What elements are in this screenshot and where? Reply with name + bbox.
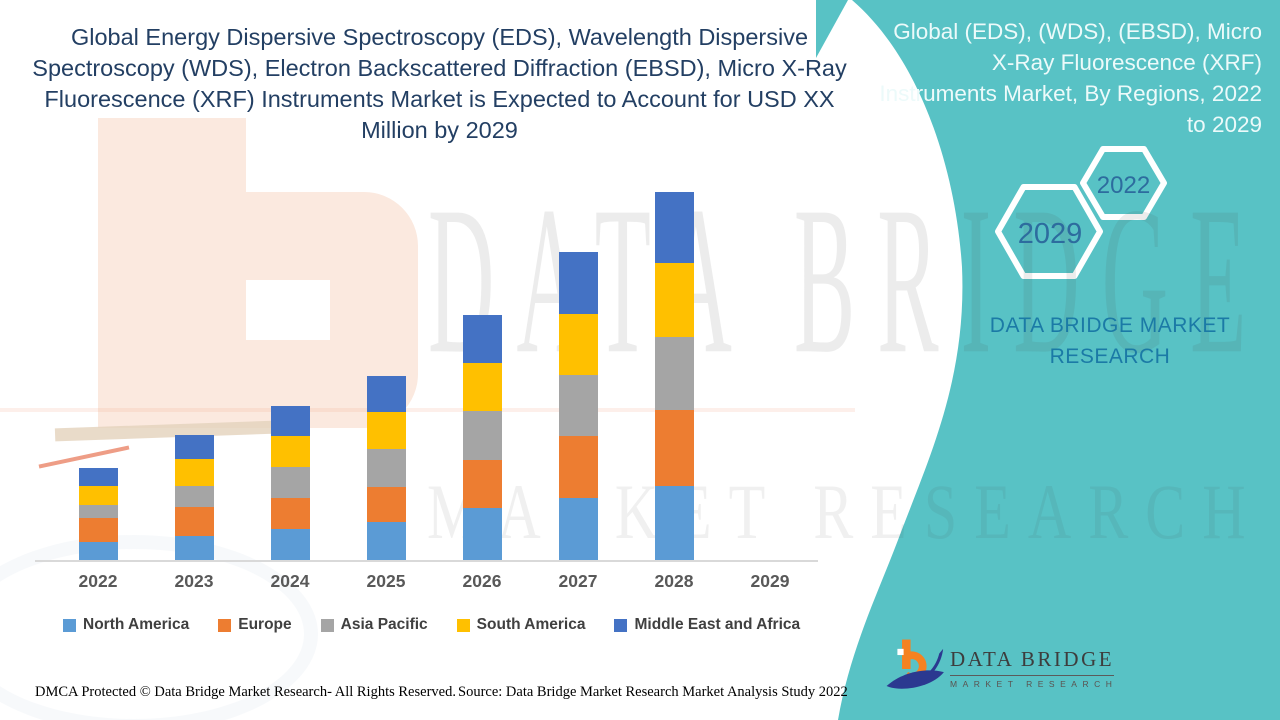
x-label-2025: 2025	[366, 571, 406, 591]
bar-segment-2025-middle-east-and-africa	[366, 376, 406, 412]
bar-segment-2028-asia-pacific	[654, 337, 694, 410]
bar-segment-2028-south-america	[654, 263, 694, 337]
hexagon-2022-label: 2022	[1096, 172, 1151, 199]
x-label-2028: 2028	[654, 571, 694, 591]
bar-segment-2026-europe	[462, 460, 502, 508]
bar-segment-2026-asia-pacific	[462, 411, 502, 460]
bar-segment-2023-south-america	[174, 459, 214, 486]
bar-segment-2023-europe	[174, 507, 214, 536]
page-title: Global Energy Dispersive Spectroscopy (E…	[32, 24, 847, 143]
legend-item-asia-pacific: Asia Pacific	[320, 616, 428, 634]
bar-segment-2022-middle-east-and-africa	[78, 468, 118, 486]
bar-segment-2022-europe	[78, 518, 118, 542]
bar-segment-2027-asia-pacific	[558, 375, 598, 436]
legend-swatch-north-america	[63, 618, 76, 632]
bar-segment-2022-south-america	[78, 486, 118, 505]
bar-segment-2022-north-america	[78, 542, 118, 560]
bar-segment-2023-asia-pacific	[174, 486, 214, 507]
legend-label-north-america: North America	[83, 616, 190, 633]
x-label-2023: 2023	[174, 571, 214, 591]
bar-segment-2023-middle-east-and-africa	[174, 435, 214, 459]
bar-segment-2028-north-america	[654, 486, 694, 560]
legend-item-europe: Europe	[218, 616, 292, 634]
legend-swatch-south-america	[456, 618, 470, 632]
watermark-pink-band	[0, 408, 855, 412]
legend-item-north-america: North America	[63, 616, 189, 634]
bar-segment-2025-europe	[366, 487, 406, 522]
bar-2028	[654, 192, 694, 560]
x-label-2027: 2027	[558, 571, 598, 591]
legend-label-asia-pacific: Asia Pacific	[340, 616, 428, 633]
legend-item-south-america: South America	[456, 616, 586, 634]
legend: North America Europe Asia Pacific South Ame…	[63, 616, 800, 634]
logo-name: DATA BRIDGE	[950, 647, 1115, 676]
bar-segment-2024-north-america	[270, 529, 310, 560]
logo-b-icon	[886, 639, 944, 689]
databridge-logo-icon	[885, 636, 947, 707]
bar-segment-2022-asia-pacific	[78, 505, 118, 518]
bar-segment-2026-middle-east-and-africa	[462, 315, 502, 363]
legend-label-europe: Europe	[238, 616, 292, 633]
x-label-2029: 2029	[750, 571, 790, 591]
x-axis-line	[35, 560, 818, 562]
legend-swatch-middle-east-and-africa	[614, 618, 628, 632]
bar-segment-2027-north-america	[558, 498, 598, 560]
bar-segment-2024-south-america	[270, 436, 310, 467]
bar-2027	[558, 252, 598, 560]
hexagon-2029-label: 2029	[1017, 218, 1083, 250]
legend-label-south-america: South America	[476, 616, 586, 633]
bar-segment-2027-middle-east-and-africa	[558, 252, 598, 314]
logo-subtitle: MARKET RESEARCH	[950, 679, 1118, 689]
bar-segment-2024-europe	[270, 498, 310, 529]
bar-segment-2023-north-america	[174, 536, 214, 560]
hexagon-2029-outline	[995, 184, 1103, 279]
bar-segment-2026-south-america	[462, 363, 502, 411]
right-panel-title: Global (EDS), (WDS), (EBSD), Micro X-Ray…	[879, 19, 1262, 137]
bar-segment-2025-north-america	[366, 522, 406, 560]
databridge-logo-text: DATA BRIDGE MARKET RESEARCH	[950, 647, 1117, 689]
bar-segment-2027-europe	[558, 436, 598, 498]
bar-segment-2025-south-america	[366, 412, 406, 449]
footer-source: Source: Data Bridge Market Research Mark…	[458, 684, 848, 700]
legend-item-middle-east-and-africa: Middle East and Africa	[614, 616, 800, 634]
x-label-2022: 2022	[78, 571, 118, 591]
watermark-b-bowl	[150, 192, 418, 428]
bar-segment-2027-south-america	[558, 314, 598, 375]
legend-label-middle-east-and-africa: Middle East and Africa	[634, 616, 801, 633]
x-label-2026: 2026	[462, 571, 502, 591]
brand-caption: DATA BRIDGE MARKET RESEARCH	[989, 314, 1231, 368]
bar-2022	[78, 468, 118, 560]
bar-2025	[366, 376, 406, 560]
legend-swatch-europe	[218, 618, 232, 632]
bar-2024	[270, 406, 310, 560]
legend-swatch-asia-pacific	[320, 618, 334, 632]
bar-segment-2024-middle-east-and-africa	[270, 406, 310, 436]
teal-shape	[838, 0, 1280, 720]
footer-dmca: DMCA Protected © Data Bridge Market Rese…	[35, 684, 456, 700]
hexagon-2022-outline	[1080, 146, 1167, 220]
bar-segment-2028-europe	[654, 410, 694, 486]
bar-segment-2028-middle-east-and-africa	[654, 192, 694, 263]
bar-segment-2026-north-america	[462, 508, 502, 560]
bar-2023	[174, 435, 214, 560]
bar-segment-2024-asia-pacific	[270, 467, 310, 498]
bar-segment-2025-asia-pacific	[366, 449, 406, 487]
bar-2026	[462, 315, 502, 560]
x-label-2024: 2024	[270, 571, 310, 591]
teal-corner-wedge	[816, 0, 848, 58]
